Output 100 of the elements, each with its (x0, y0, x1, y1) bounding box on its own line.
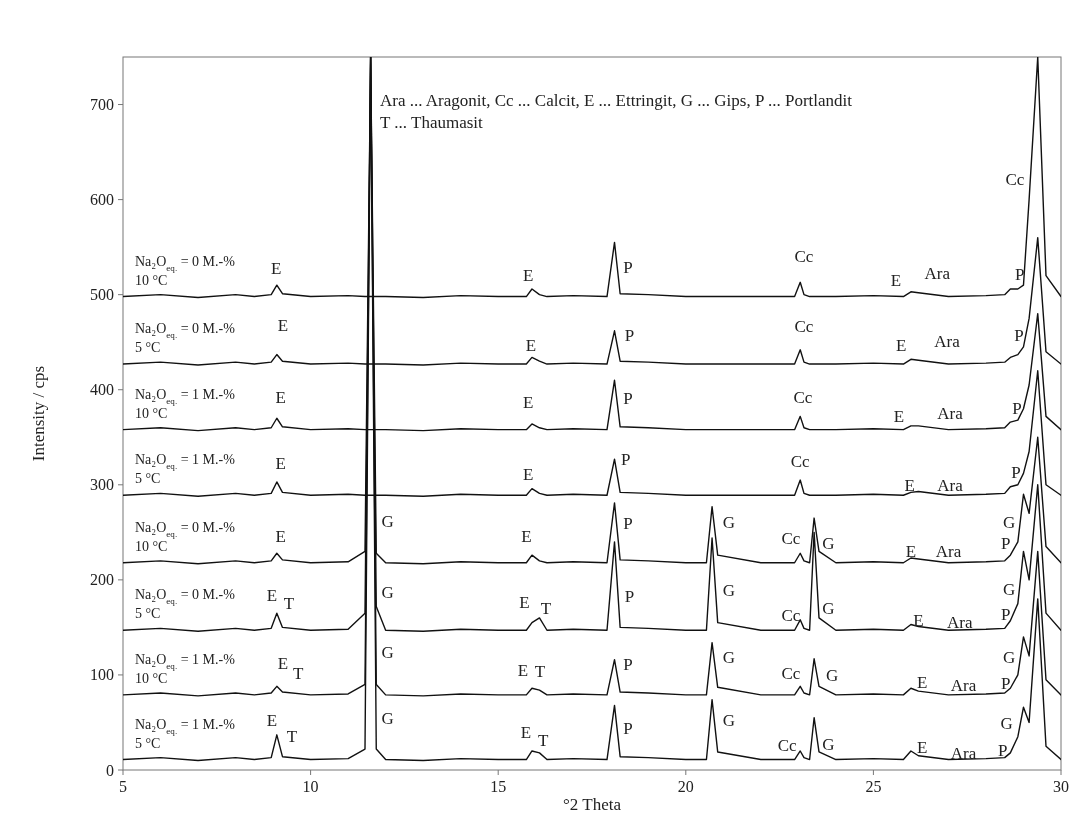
y-tick-label: 300 (90, 476, 114, 494)
annotation: Cc (1005, 170, 1025, 190)
annotation: G (722, 648, 736, 668)
x-tick-label: 10 (302, 778, 319, 795)
annotation: Ara (937, 404, 964, 423)
y-tick-label: 400 (90, 381, 114, 399)
annotation: E (266, 585, 278, 605)
annotation: P (1001, 534, 1011, 554)
annotation: E (890, 270, 902, 290)
annotation: Ara (937, 476, 964, 496)
annotation: Cc (790, 451, 811, 471)
annotation: E (277, 654, 289, 674)
annotation: T (283, 594, 295, 614)
annotation: G (381, 642, 394, 662)
annotation: P (623, 514, 633, 534)
annotation: P (623, 257, 633, 277)
annotation: E (523, 266, 534, 286)
annotation: Cc (794, 247, 814, 267)
x-axis-title: °2 Theta (563, 795, 622, 814)
series-label: Na₂O$_{eq.}$ = 1 M.-% 10 °C (135, 651, 236, 686)
annotation: E (520, 723, 532, 743)
annotation: E (523, 392, 534, 412)
annotation: G (722, 513, 736, 533)
annotation: E (275, 387, 286, 407)
annotation: P (624, 326, 635, 346)
series-label: Na₂O$_{eq.}$ = 0 M.-% 10 °C (135, 253, 236, 288)
annotation: G (822, 534, 835, 554)
annotation: E (913, 611, 924, 631)
annotation: P (623, 654, 633, 674)
series-label: Na₂O$_{eq.}$ = 1 M.-% 10 °C (135, 386, 236, 421)
annotation: P (1001, 673, 1011, 693)
annotation: E (521, 526, 532, 546)
annotation: G (822, 734, 835, 754)
annotation: G (381, 512, 394, 532)
annotation: Cc (777, 735, 797, 755)
annotation: E (275, 454, 286, 474)
annotation: G (722, 711, 736, 731)
x-tick-label: 20 (677, 778, 694, 795)
annotation: E (916, 673, 928, 693)
annotation: E (266, 711, 278, 731)
annotation: G (822, 598, 835, 618)
annotation: Ara (935, 541, 962, 561)
text: Na₂O$_{eq.}$ = 0 M.-% 5 °C (135, 587, 235, 622)
annotation: G (1003, 513, 1016, 533)
annotation: E (895, 335, 907, 355)
annotation: E (916, 737, 928, 757)
annotation: G (1003, 579, 1016, 599)
annotation: E (519, 593, 530, 613)
series-label: Na₂O$_{eq.}$ = 0 M.-% 10 °C (135, 519, 236, 554)
annotation: Ara (950, 744, 977, 764)
annotation: Ara (950, 675, 977, 695)
annotation: P (1014, 265, 1025, 285)
annotation: E (275, 526, 286, 546)
annotation: T (286, 727, 298, 747)
annotation: T (540, 598, 552, 618)
annotation: P (1012, 399, 1022, 419)
annotation: E (905, 541, 917, 561)
annotation: Cc (781, 664, 801, 684)
annotation: G (1000, 713, 1013, 733)
text: Na₂O$_{eq.}$ = 1 M.-% 5 °C (135, 716, 235, 751)
annotation: T (534, 661, 546, 681)
annotation: E (904, 476, 915, 496)
y-tick-label: 600 (90, 191, 114, 209)
annotation: T (293, 664, 305, 684)
annotation: P (998, 741, 1008, 761)
annotation: Cc (781, 605, 801, 625)
annotation: P (624, 586, 635, 606)
annotation: E (277, 315, 289, 335)
annotation: E (523, 464, 534, 484)
annotation: E (893, 406, 905, 426)
y-tick-label: 200 (90, 571, 114, 589)
annotation: G (381, 582, 394, 602)
annotation: Cc (793, 387, 813, 407)
annotation: Cc (781, 529, 801, 549)
y-tick-label: 500 (90, 286, 114, 304)
annotation: P (621, 449, 631, 469)
annotation: P (623, 388, 633, 408)
annotation: G (825, 666, 839, 686)
text: Na₂O$_{eq.}$ = 1 M.-% 5 °C (135, 452, 235, 487)
annotation: E (270, 259, 282, 279)
annotation: Cc (794, 316, 814, 336)
annotation: Ara (924, 264, 951, 284)
annotation: Ara (934, 331, 961, 351)
x-tick-label: 30 (1053, 778, 1069, 795)
annotation: T (538, 731, 550, 751)
annotation: P (1001, 604, 1011, 624)
annotation: Ara ... Aragonit, Cc ... Calcit, E ... Ettringit, G ... Gips, P ... Portlandit (380, 91, 853, 110)
y-axis-title: Intensity / cps (29, 365, 48, 462)
annotation: E (525, 335, 537, 355)
annotation: T ... Thaumasit (380, 113, 484, 132)
y-tick-label: 0 (106, 761, 114, 779)
y-tick-label: 100 (90, 666, 114, 684)
x-tick-label: 25 (865, 778, 882, 795)
text: Na₂O$_{eq.}$ = 0 M.-% 5 °C (135, 321, 235, 356)
annotation: G (722, 580, 736, 600)
annotation: P (1014, 326, 1024, 346)
x-tick-label: 5 (119, 778, 127, 795)
annotation: P (623, 718, 633, 738)
annotation: E (517, 660, 529, 680)
annotation: P (1011, 462, 1021, 482)
